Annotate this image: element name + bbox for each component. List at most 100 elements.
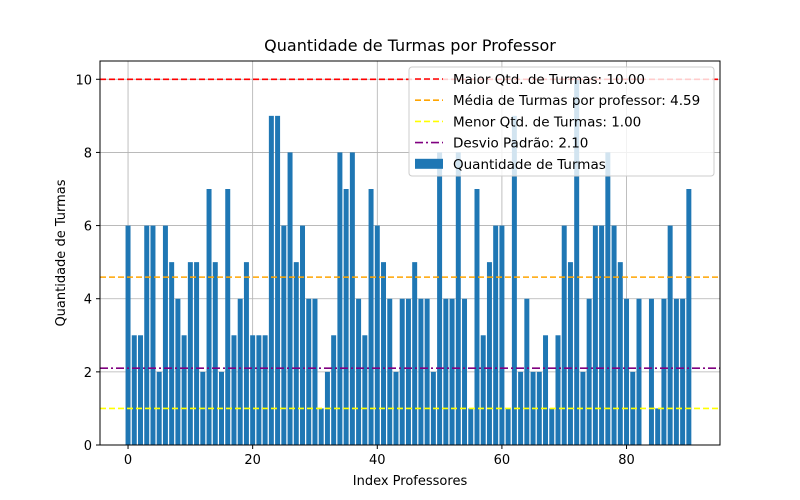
legend-label: Desvio Padrão: 2.10 <box>453 136 588 152</box>
bar <box>605 152 611 445</box>
bar <box>393 371 399 445</box>
legend-bar-swatch <box>415 158 443 169</box>
bar <box>636 298 642 445</box>
bar <box>648 298 654 445</box>
bar <box>343 189 349 445</box>
bar <box>499 225 505 445</box>
bar <box>412 262 418 445</box>
bar <box>349 152 355 445</box>
bar <box>368 189 374 445</box>
bar <box>680 298 686 445</box>
bar <box>505 408 511 445</box>
bar <box>281 225 287 445</box>
bar <box>275 115 281 445</box>
bar <box>611 225 617 445</box>
bar <box>312 298 318 445</box>
bar <box>667 225 673 445</box>
bar <box>555 335 561 445</box>
legend-label: Menor Qtd. de Turmas: 1.00 <box>453 114 641 130</box>
bar <box>567 262 573 445</box>
bar <box>331 335 337 445</box>
bar <box>673 298 679 445</box>
x-axis-label: Index Professores <box>353 474 468 489</box>
bar <box>486 262 492 445</box>
bar <box>418 298 424 445</box>
bar <box>194 262 200 445</box>
legend-label: Quantidade de Turmas <box>453 157 606 173</box>
bar <box>661 298 667 445</box>
bar <box>536 371 542 445</box>
bar <box>243 262 249 445</box>
bar <box>206 189 212 445</box>
bar <box>462 298 468 445</box>
bar <box>655 408 661 445</box>
bar <box>262 335 268 445</box>
bar <box>617 262 623 445</box>
bar <box>231 335 237 445</box>
legend-label: Maior Qtd. de Turmas: 10.00 <box>453 72 645 88</box>
bar <box>387 298 393 445</box>
y-tick-label: 8 <box>84 146 92 161</box>
bar <box>125 225 131 445</box>
x-tick-label: 60 <box>494 453 511 468</box>
bar <box>574 79 580 446</box>
bar <box>337 152 343 445</box>
x-tick-label: 40 <box>369 453 386 468</box>
plot-area-frame <box>99 60 721 446</box>
legend-box <box>408 66 715 177</box>
y-tick-label: 6 <box>84 220 92 235</box>
bar <box>131 335 137 445</box>
x-tick-label: 0 <box>124 453 132 468</box>
bar <box>468 408 474 445</box>
bar <box>549 408 555 445</box>
legend-label: Média de Turmas por professor: 4.59 <box>453 93 700 109</box>
bar <box>599 225 605 445</box>
y-tick-label: 2 <box>84 366 92 381</box>
bar <box>511 115 517 445</box>
bar <box>175 298 181 445</box>
bar <box>212 262 218 445</box>
bar <box>543 335 549 445</box>
bar <box>399 298 405 445</box>
axis-ticks: 0 20 40 60 80 0 2 4 6 8 10 <box>75 73 634 468</box>
bar <box>524 298 530 445</box>
bar <box>443 298 449 445</box>
bar <box>293 262 299 445</box>
bar <box>480 335 486 445</box>
bar <box>318 408 324 445</box>
y-axis-label: Quantidade de Turmas <box>54 179 69 326</box>
y-tick-label: 0 <box>84 439 92 454</box>
bar <box>592 225 598 445</box>
bar <box>455 152 461 445</box>
bar <box>437 152 443 445</box>
legend: Maior Qtd. de Turmas: 10.00 Média de Turm… <box>408 66 715 177</box>
bar <box>405 298 411 445</box>
bar <box>686 189 692 445</box>
bar <box>374 225 380 445</box>
bar <box>518 371 524 445</box>
bar <box>474 189 480 445</box>
bar <box>449 298 455 445</box>
bar <box>624 298 630 445</box>
bar <box>181 335 187 445</box>
bar <box>237 298 243 445</box>
bar <box>169 262 175 445</box>
bar <box>268 115 274 445</box>
bar <box>381 262 387 445</box>
bar <box>256 335 262 445</box>
y-tick-label: 10 <box>75 73 92 88</box>
x-tick-label: 80 <box>618 453 635 468</box>
bars-group <box>125 79 692 446</box>
bar <box>150 225 156 445</box>
bar <box>493 225 499 445</box>
bar <box>362 335 368 445</box>
bar <box>162 225 168 445</box>
bar <box>287 152 293 445</box>
bar <box>306 298 312 445</box>
bar <box>424 298 430 445</box>
bar <box>250 335 256 445</box>
bar <box>144 225 150 445</box>
chart-title: Quantidade de Turmas por Professor <box>264 36 556 55</box>
x-tick-label: 20 <box>244 453 261 468</box>
y-tick-label: 4 <box>84 293 92 308</box>
